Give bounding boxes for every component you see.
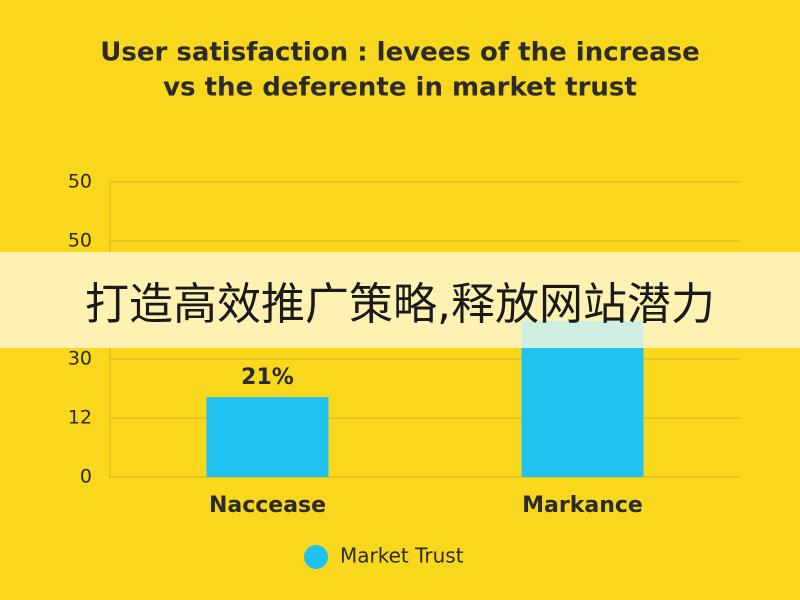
y-tick-label: 12 bbox=[68, 407, 92, 429]
x-tick-label: Markance bbox=[522, 493, 643, 518]
value-label: 21% bbox=[241, 365, 294, 390]
y-tick-label: 50 bbox=[68, 171, 92, 193]
chart-subtitle: vs the deferente in market trust bbox=[163, 73, 637, 103]
legend-marker bbox=[304, 545, 328, 569]
bar bbox=[206, 397, 329, 477]
x-tick-label: Naccease bbox=[209, 493, 326, 518]
y-tick-label: 30 bbox=[68, 348, 92, 370]
y-tick-label: 50 bbox=[68, 230, 92, 252]
banner: 打造高效推广策略,释放网站潜力 bbox=[0, 252, 800, 348]
y-tick-label: 0 bbox=[80, 466, 92, 488]
chart-title: User satisfaction : levees of the increa… bbox=[100, 38, 700, 68]
legend-label: Market Trust bbox=[340, 544, 464, 568]
